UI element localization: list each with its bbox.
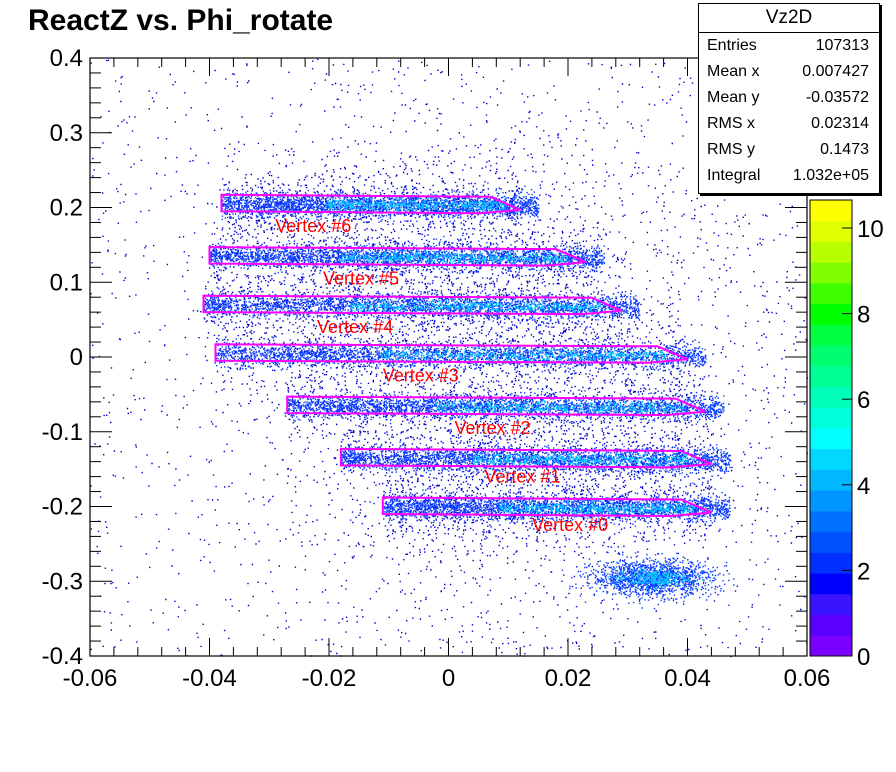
colorbar-bin (810, 200, 852, 222)
vertex-contour (339, 447, 712, 469)
colorbar-bin (810, 635, 852, 657)
colorbar-bin (810, 573, 852, 595)
stats-value: -0.03572 (805, 89, 869, 106)
stats-row-rms-x: RMS x 0.02314 (699, 111, 879, 137)
x-tick-label: 0 (442, 665, 455, 692)
stats-row-rms-y: RMS y 0.1473 (699, 137, 879, 163)
y-tick-label: 0.1 (50, 269, 83, 296)
stats-value: 0.1473 (820, 141, 869, 158)
vertex-contour (381, 496, 712, 517)
colorbar-bin (810, 531, 852, 553)
vertex-label: Vertex #5 (323, 269, 399, 289)
x-tick-label: -0.02 (302, 665, 357, 692)
y-tick-label: -0.1 (42, 419, 83, 446)
colorbar-bin (810, 282, 852, 305)
x-tick-label: 0.06 (784, 665, 831, 692)
x-tick-label: 0.04 (664, 665, 711, 692)
colorbar-bin (810, 448, 852, 470)
colorbar-bin (810, 407, 852, 429)
stats-row-mean-x: Mean x 0.007427 (699, 59, 879, 85)
stats-label: RMS x (707, 115, 755, 132)
vertex-contour (220, 193, 521, 215)
vertex-label: Vertex #0 (532, 515, 608, 535)
vertex-label: Vertex #2 (454, 418, 530, 438)
colorbar-bin (810, 324, 852, 346)
vertex-label: Vertex #6 (275, 216, 351, 236)
colorbar-bin (810, 428, 852, 450)
stats-box: Vz2D Entries 107313 Mean x 0.007427 Mean y… (698, 3, 880, 194)
y-tick-label: 0.2 (50, 195, 83, 222)
stats-label: Mean x (707, 63, 760, 80)
colorbar-tick-label: 8 (857, 302, 870, 329)
stats-label: Entries (707, 37, 757, 54)
colorbar-tick-label: 4 (857, 473, 870, 500)
colorbar-bin (810, 510, 852, 533)
colorbar-tick-label: 6 (857, 387, 870, 414)
colorbar-tick-label: 10 (857, 216, 884, 243)
stats-value: 0.007427 (802, 63, 869, 80)
colorbar-bin (810, 490, 852, 512)
colorbar-bin (810, 614, 852, 636)
stats-label: Mean y (707, 89, 760, 106)
stats-row-mean-y: Mean y -0.03572 (699, 85, 879, 111)
stats-label: RMS y (707, 141, 755, 158)
y-tick-label: -0.2 (42, 494, 83, 521)
vertex-contour (208, 246, 587, 267)
stats-value: 107313 (815, 37, 869, 54)
colorbar-frame (809, 199, 853, 657)
scatter-band-points (203, 182, 782, 610)
stats-value: 1.032e+05 (792, 167, 869, 184)
colorbar-bin (810, 365, 852, 388)
y-tick-label: 0.4 (50, 45, 83, 72)
x-tick-label: -0.06 (63, 665, 118, 692)
stats-row-integral: Integral 1.032e+05 (699, 163, 879, 189)
vertex-contour (202, 294, 623, 316)
chart-title: ReactZ vs. Phi_rotate (28, 4, 334, 37)
x-tick-label: 0.02 (545, 665, 592, 692)
colorbar-bin (810, 303, 852, 325)
y-tick-label: 0 (70, 344, 83, 371)
vertex-label: Vertex #3 (383, 366, 459, 386)
stats-value: 0.02314 (811, 115, 869, 132)
stats-title: Vz2D (699, 4, 879, 33)
colorbar-bin (810, 386, 852, 408)
stats-row-entries: Entries 107313 (699, 33, 879, 59)
vertex-contour (214, 343, 688, 364)
colorbar-bin (810, 345, 852, 367)
vertex-label: Vertex #4 (317, 317, 393, 337)
stats-label: Integral (707, 167, 761, 184)
vertex-contour (286, 395, 706, 417)
y-tick-label: -0.4 (42, 643, 83, 670)
colorbar-bin (810, 469, 852, 491)
colorbar-bin (810, 220, 852, 242)
y-tick-label: -0.3 (42, 568, 83, 595)
y-tick-label: 0.3 (50, 120, 83, 147)
vertex-label: Vertex #1 (484, 467, 560, 487)
colorbar-bin (810, 262, 852, 284)
colorbar-tick-label: 0 (857, 644, 870, 671)
colorbar-tick-label: 2 (857, 558, 870, 585)
colorbar-bin (810, 593, 852, 616)
colorbar-bin (810, 241, 852, 263)
x-tick-label: -0.04 (182, 665, 237, 692)
colorbar-bin (810, 552, 852, 574)
